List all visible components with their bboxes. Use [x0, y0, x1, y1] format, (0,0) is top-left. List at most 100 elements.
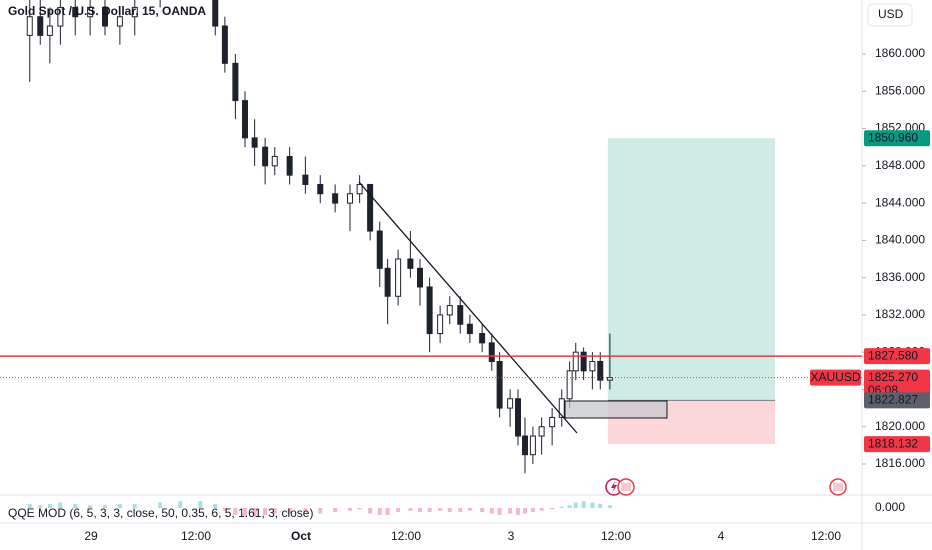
indicator-bar — [581, 501, 586, 508]
price-label: 1822.827 — [868, 393, 918, 407]
indicator-bar — [88, 505, 93, 508]
indicator-bar — [447, 508, 452, 513]
indicator-bar — [38, 505, 43, 508]
x-tick-label: 4 — [718, 529, 725, 543]
price-label: 1850.960 — [868, 130, 918, 144]
candle-body — [317, 183, 324, 195]
price-label: 1818.132 — [868, 436, 918, 450]
plot-front — [358, 181, 668, 434]
candle-body — [479, 333, 486, 344]
candle-body — [332, 193, 339, 204]
indicator-bar — [590, 502, 595, 508]
indicator-bar — [368, 508, 373, 514]
candle-body — [302, 174, 309, 185]
trend-line — [358, 181, 578, 434]
candle-body — [507, 398, 514, 409]
price-label: 1827.580 — [868, 348, 918, 362]
candle-body — [522, 435, 529, 456]
candle-body — [426, 286, 433, 335]
candle-body — [515, 398, 522, 437]
candle-body — [446, 305, 453, 316]
indicator-bar — [573, 502, 578, 508]
candle-body — [87, 6, 94, 18]
candle-body — [37, 16, 44, 36]
indicator-bar — [497, 508, 502, 515]
candle-body — [580, 351, 587, 372]
y-tick-label: 1848.000 — [875, 158, 925, 172]
indicator-bar — [73, 503, 78, 508]
candle-body — [212, 0, 219, 27]
candle-body — [376, 230, 383, 269]
indicator-bar — [213, 503, 218, 508]
zone-box — [564, 400, 668, 419]
indicator-bar — [539, 508, 544, 511]
indicator-bar — [438, 508, 443, 511]
price-label-box — [864, 369, 930, 400]
candle-body — [102, 6, 109, 27]
indicator-bar — [158, 502, 163, 508]
candle-body — [466, 323, 473, 335]
y-tick-label: 1856.000 — [875, 83, 925, 97]
y-tick-label: 1832.000 — [875, 307, 925, 321]
indicator-bar — [263, 508, 268, 515]
candle-body — [356, 183, 363, 195]
indicator-bar — [550, 508, 555, 510]
indicator-bar — [607, 505, 612, 508]
candle-body — [26, 16, 33, 36]
candle-body — [57, 6, 64, 27]
indicator-bar — [530, 508, 535, 513]
event-icon — [611, 481, 617, 493]
y-tick-label: 1844.000 — [875, 195, 925, 209]
x-tick-label: 12:00 — [391, 529, 421, 543]
indicator-bar — [385, 508, 390, 515]
indicator-bar — [47, 503, 52, 508]
target-zone — [607, 138, 775, 401]
currency-button[interactable] — [867, 3, 913, 27]
x-tick-label: Oct — [291, 529, 311, 543]
currency-label: USD — [878, 7, 904, 21]
indicator-bar — [598, 503, 603, 508]
symbol-box — [810, 369, 861, 386]
candle-body — [367, 183, 374, 232]
indicator-bar — [567, 505, 572, 508]
candle-body — [572, 351, 579, 372]
indicator-bar — [458, 508, 463, 513]
indicator-bar — [198, 501, 203, 508]
indicator-bar — [480, 508, 485, 513]
indicator-bar — [508, 508, 513, 514]
candle-body — [242, 100, 249, 139]
candle-body — [395, 258, 402, 297]
indicator-bar — [418, 508, 423, 513]
indicator-bar — [523, 508, 528, 514]
indicator-bar — [222, 508, 227, 511]
indicator-bar — [252, 508, 257, 517]
price-label: 1825.270 — [868, 370, 918, 384]
candle-body — [251, 137, 258, 148]
candle-body — [597, 360, 604, 381]
candle-body — [529, 435, 536, 456]
indicator-tick-label: 0.000 — [875, 500, 905, 514]
candle-body — [46, 25, 53, 36]
candle-body — [496, 360, 503, 409]
indicator-bar — [489, 508, 494, 514]
candle-body — [384, 267, 391, 297]
indicator-bar — [132, 503, 137, 508]
candle-body — [271, 155, 278, 167]
indicator-bar — [58, 502, 63, 508]
symbol-label: XAUUSD — [810, 370, 860, 384]
candle-body — [131, 6, 138, 18]
candle-body — [221, 25, 228, 64]
indicator-bar — [103, 505, 108, 508]
price-label-box — [864, 436, 930, 453]
y-tick-label: 1840.000 — [875, 233, 925, 247]
indicator-pane — [27, 501, 612, 517]
indicator-bar — [303, 508, 308, 513]
candles — [26, 0, 613, 474]
candle-body — [488, 342, 495, 362]
candle-body — [232, 62, 239, 102]
y-tick-label: 1860.000 — [875, 46, 925, 60]
indicator-bar — [272, 508, 277, 514]
indicator-bar — [396, 508, 401, 513]
candle-body — [566, 370, 573, 400]
